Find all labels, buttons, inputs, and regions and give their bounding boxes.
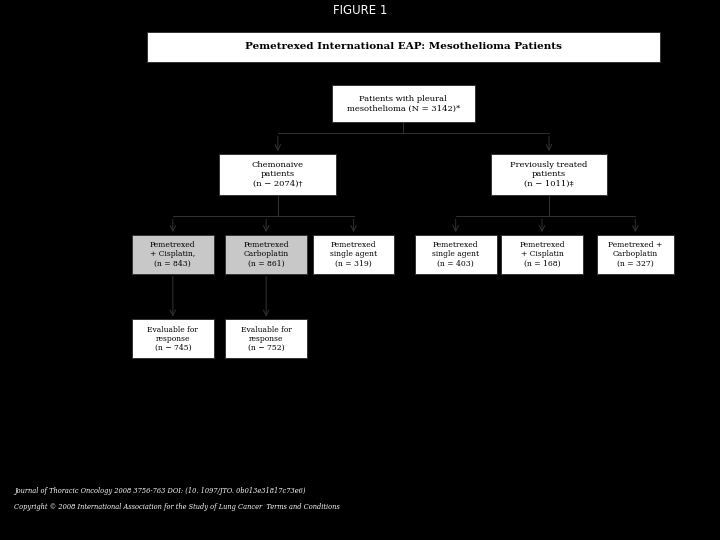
Text: ‡ Of the 1011 previously treated patients, 23 patients did not receive treatment: ‡ Of the 1011 previously treated patient… (129, 428, 422, 436)
Text: Pemetrexed
+ Cisplatin
(n = 168): Pemetrexed + Cisplatin (n = 168) (519, 241, 564, 267)
Text: Pemetrexed
single agent
(n = 403): Pemetrexed single agent (n = 403) (432, 241, 480, 267)
Text: Journal of Thoracic Oncology 2008 3756-763 DOI: (10. 1097/JTO. 0b013e31817c73e6): Journal of Thoracic Oncology 2008 3756-7… (14, 487, 306, 495)
Text: Chemonaive
patients
(n − 2074)†: Chemonaive patients (n − 2074)† (252, 161, 304, 188)
Text: Pemetrexed
Carboplatin
(n = 861): Pemetrexed Carboplatin (n = 861) (243, 241, 289, 267)
FancyBboxPatch shape (132, 235, 214, 274)
Text: Pemetrexed +
Carboplatin
(n = 327): Pemetrexed + Carboplatin (n = 327) (608, 241, 662, 267)
Text: Copyright © 2008 International Association for the Study of Lung Cancer  Terms a: Copyright © 2008 International Associati… (14, 503, 340, 511)
Text: Pemetrexed International EAP: Mesothelioma Patients: Pemetrexed International EAP: Mesothelio… (245, 42, 562, 51)
Text: Pemetrexed
+ Cisplatin,
(n = 843): Pemetrexed + Cisplatin, (n = 843) (150, 241, 196, 267)
FancyBboxPatch shape (225, 319, 307, 358)
FancyBboxPatch shape (332, 85, 474, 122)
FancyBboxPatch shape (415, 235, 497, 274)
FancyBboxPatch shape (501, 235, 582, 274)
FancyBboxPatch shape (220, 154, 336, 195)
FancyBboxPatch shape (225, 235, 307, 274)
FancyBboxPatch shape (132, 319, 214, 358)
FancyBboxPatch shape (312, 235, 395, 274)
Text: Previously treated
patients
(n − 1011)‡: Previously treated patients (n − 1011)‡ (510, 161, 588, 188)
Text: * For 57 patients, the prior treatment status was not known.: * For 57 patients, the prior treatment s… (129, 382, 348, 390)
Text: † Of the 2074 chemonaive patients, 51 patients did not receive treatment.: † Of the 2074 chemonaive patients, 51 pa… (129, 405, 398, 413)
FancyBboxPatch shape (147, 32, 660, 62)
Text: Evaluable for
response
(n − 752): Evaluable for response (n − 752) (240, 326, 292, 352)
FancyBboxPatch shape (491, 154, 608, 195)
Text: Pemetrexed
single agent
(n = 319): Pemetrexed single agent (n = 319) (330, 241, 377, 267)
Text: FIGURE 1: FIGURE 1 (333, 4, 387, 17)
FancyBboxPatch shape (597, 235, 674, 274)
Text: Patients with pleural
mesothelioma (N = 3142)*: Patients with pleural mesothelioma (N = … (346, 95, 460, 112)
Text: Evaluable for
response
(n − 745): Evaluable for response (n − 745) (148, 326, 198, 352)
